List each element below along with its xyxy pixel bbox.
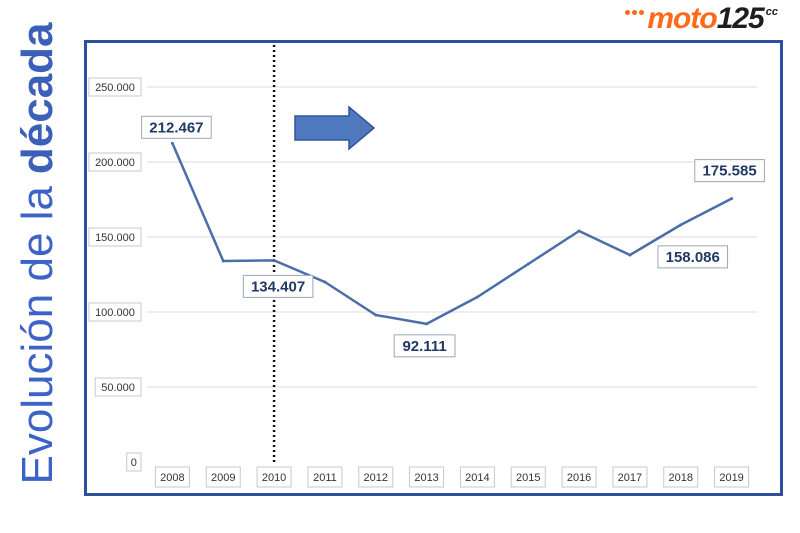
x-tick-label: 2015 [510, 466, 546, 488]
svg-text:200.000: 200.000 [95, 157, 135, 169]
data-point [730, 197, 734, 201]
svg-text:2017: 2017 [618, 472, 642, 484]
brand-logo: moto 125 cc [625, 4, 778, 34]
data-point [679, 223, 683, 227]
svg-text:92.111: 92.111 [402, 338, 446, 355]
svg-text:134.407: 134.407 [251, 278, 305, 295]
svg-text:158.086: 158.086 [666, 249, 720, 266]
y-tick-label: 250.000 [88, 77, 142, 97]
data-label: 212.467 [141, 115, 212, 139]
svg-text:150.000: 150.000 [95, 232, 135, 244]
right-arrow-icon [294, 105, 376, 151]
logo-number: 125 [716, 2, 765, 35]
side-title-bold: década [13, 22, 62, 175]
data-point [170, 141, 174, 145]
svg-text:2010: 2010 [262, 472, 286, 484]
y-tick-label: 50.000 [94, 377, 142, 397]
x-tick-label: 2010 [256, 466, 292, 488]
svg-text:2012: 2012 [364, 472, 388, 484]
x-tick-label: 2009 [205, 466, 241, 488]
svg-text:175.585: 175.585 [702, 163, 756, 180]
x-tick-label: 2019 [714, 466, 750, 488]
x-tick-label: 2011 [307, 466, 343, 488]
data-point [221, 259, 225, 263]
svg-text:212.467: 212.467 [149, 119, 203, 136]
svg-text:250.000: 250.000 [95, 82, 135, 94]
y-tick-label: 0 [126, 452, 142, 472]
logo-suffix: cc [765, 6, 778, 18]
y-tick-label: 150.000 [88, 227, 142, 247]
data-point [323, 280, 327, 284]
logo-dots-icon [625, 10, 645, 15]
data-label: 175.585 [694, 159, 765, 183]
x-tick-label: 2012 [358, 466, 394, 488]
data-point [577, 229, 581, 233]
svg-text:2013: 2013 [414, 472, 438, 484]
data-label: 158.086 [657, 245, 729, 269]
y-tick-label: 100.000 [88, 302, 142, 322]
side-title: Evolución de la década [4, 0, 72, 520]
data-label: 92.111 [393, 334, 456, 358]
svg-text:2014: 2014 [465, 472, 489, 484]
chart-frame: 0 50.000 100.000 150.000 200.000 250.000 2008 2… [84, 40, 783, 496]
side-title-light: Evolución de la [13, 186, 62, 485]
svg-text:2016: 2016 [567, 472, 591, 484]
data-point [628, 253, 632, 257]
data-point [475, 295, 479, 299]
y-tick-label: 200.000 [88, 152, 142, 172]
data-point [425, 322, 429, 326]
series-line [171, 142, 733, 326]
logo-brand: moto [647, 2, 717, 35]
svg-text:100.000: 100.000 [95, 307, 135, 319]
svg-text:2009: 2009 [211, 472, 235, 484]
svg-text:2008: 2008 [160, 472, 184, 484]
x-tick-label: 2017 [612, 466, 648, 488]
svg-text:2019: 2019 [719, 472, 743, 484]
x-tick-label: 2013 [409, 466, 445, 488]
svg-text:2011: 2011 [313, 472, 337, 484]
svg-text:50.000: 50.000 [101, 382, 135, 394]
data-point [374, 313, 378, 317]
svg-text:0: 0 [131, 457, 137, 469]
line-chart: 0 50.000 100.000 150.000 200.000 250.000 2008 2… [88, 45, 765, 488]
x-tick-label: 2016 [561, 466, 597, 488]
svg-text:2015: 2015 [516, 472, 540, 484]
x-tick-label: 2018 [663, 466, 699, 488]
x-tick-label: 2008 [154, 466, 190, 488]
x-tick-label: 2014 [459, 466, 495, 488]
data-point [272, 258, 276, 262]
data-label: 134.407 [242, 274, 314, 298]
svg-text:2018: 2018 [669, 472, 693, 484]
data-point [526, 262, 530, 266]
